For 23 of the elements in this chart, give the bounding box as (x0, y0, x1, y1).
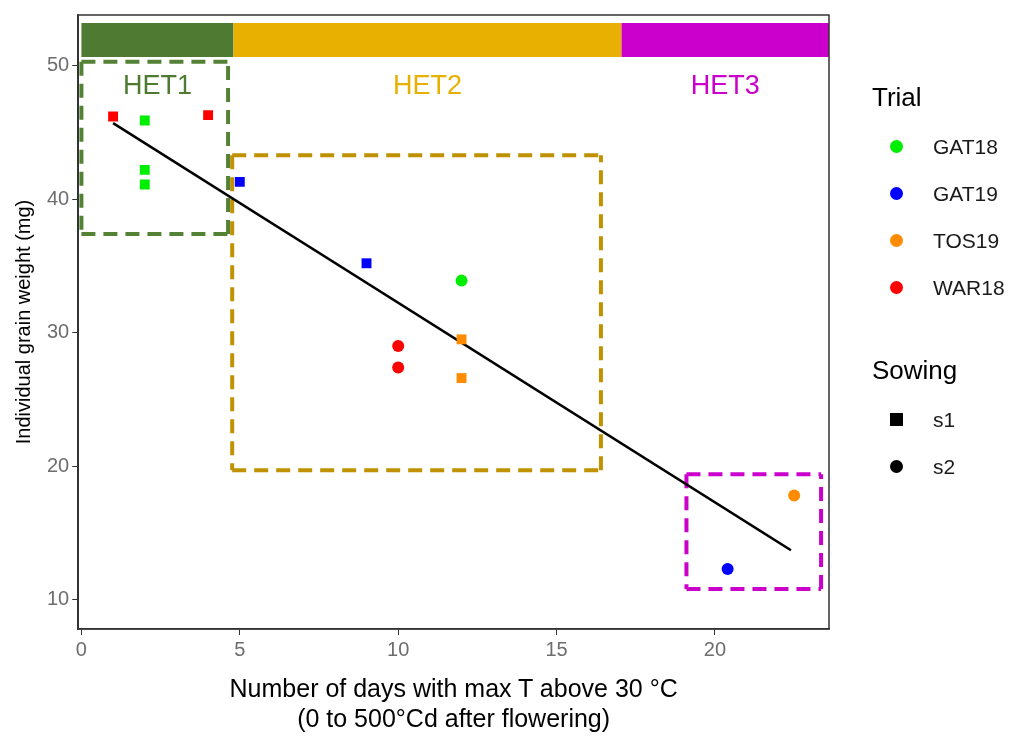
text: s2 (933, 454, 956, 479)
x-tick-label: 20 (703, 637, 727, 660)
legend-label: TOS19 (933, 228, 1000, 253)
legend-label: GAT18 (933, 134, 998, 159)
band-label: HET3 (690, 69, 760, 100)
y-axis-title: Individual grain weight (mg) (11, 199, 34, 445)
band-label: HET1 (122, 69, 192, 100)
y-tick-label: 50 (47, 53, 70, 76)
band-label: HET2 (392, 69, 462, 100)
legend-label: GAT19 (933, 181, 998, 206)
x-tick-label: 0 (75, 637, 87, 660)
y-tick-label: 20 (47, 453, 70, 476)
x-tick-label: 15 (545, 637, 568, 660)
y-tick-label: 40 (47, 186, 70, 209)
y-tick-label: 30 (47, 320, 70, 343)
y-tick-label: 10 (47, 587, 70, 610)
legend-label: WAR18 (933, 275, 1005, 300)
legend-title: Trial (872, 82, 923, 113)
x-tick-label: 10 (387, 637, 410, 660)
x-axis-title: Number of days with max T above 30 °C (0 to 500°Cd after flowering) (229, 673, 678, 732)
text: Sowing (872, 355, 959, 386)
text: s1 (933, 407, 956, 432)
x-tick-label: 5 (234, 637, 246, 660)
